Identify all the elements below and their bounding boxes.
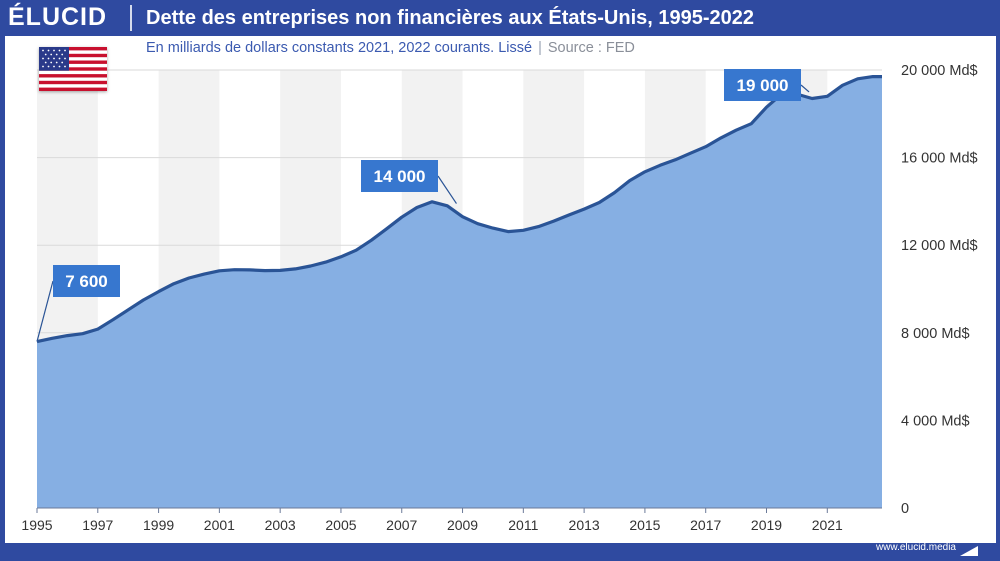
x-tick-label: 2003 bbox=[265, 517, 296, 533]
y-tick-label: 0 bbox=[901, 501, 909, 517]
x-tick-label: 2005 bbox=[325, 517, 356, 533]
us-flag-icon bbox=[39, 47, 107, 91]
y-tick-label: 8 000 Md$ bbox=[901, 326, 970, 342]
callout-label: 19 000 bbox=[737, 76, 789, 95]
header: ÉLUCID Dette des entreprises non financi… bbox=[0, 0, 1000, 36]
callout-leader bbox=[437, 175, 457, 204]
y-tick-label: 4 000 Md$ bbox=[901, 413, 970, 429]
subtitle-row: En milliards de dollars constants 2021, … bbox=[146, 40, 635, 56]
elucid-mark-icon bbox=[960, 543, 978, 556]
callout-label: 14 000 bbox=[374, 167, 426, 186]
x-tick-label: 2011 bbox=[508, 517, 538, 533]
y-tick-label: 20 000 Md$ bbox=[901, 63, 978, 79]
x-tick-label: 1999 bbox=[143, 517, 174, 533]
y-tick-label: 12 000 Md$ bbox=[901, 238, 978, 254]
y-tick-label: 16 000 Md$ bbox=[901, 151, 978, 167]
subtitle-separator: | bbox=[538, 40, 542, 56]
chart-source: Source : FED bbox=[547, 40, 635, 56]
header-divider bbox=[130, 5, 132, 31]
chart-title: Dette des entreprises non financières au… bbox=[146, 7, 755, 29]
footer-url[interactable]: www.elucid.media bbox=[875, 542, 956, 553]
x-tick-label: 2017 bbox=[690, 517, 721, 533]
x-tick-label: 2009 bbox=[447, 517, 478, 533]
area-fill bbox=[37, 76, 882, 508]
x-tick-label: 2019 bbox=[751, 517, 782, 533]
elucid-logo[interactable]: ÉLUCID bbox=[8, 3, 108, 31]
callout-leader bbox=[800, 84, 810, 93]
callout-box bbox=[724, 69, 801, 101]
x-tick-label: 1997 bbox=[82, 517, 113, 533]
x-tick-label: 2015 bbox=[629, 517, 660, 533]
x-tick-label: 2021 bbox=[812, 517, 843, 533]
x-tick-label: 2013 bbox=[569, 517, 600, 533]
callout-leader bbox=[36, 280, 54, 342]
callout-box bbox=[53, 265, 120, 297]
series-line bbox=[36, 75, 882, 344]
chart-subtitle: En milliards de dollars constants 2021, … bbox=[146, 40, 533, 56]
x-tick-label: 2001 bbox=[204, 517, 235, 533]
x-tick-label: 2007 bbox=[386, 517, 417, 533]
callout-box bbox=[361, 160, 438, 192]
x-tick-label: 1995 bbox=[21, 517, 52, 533]
callout-label: 7 600 bbox=[65, 272, 108, 291]
